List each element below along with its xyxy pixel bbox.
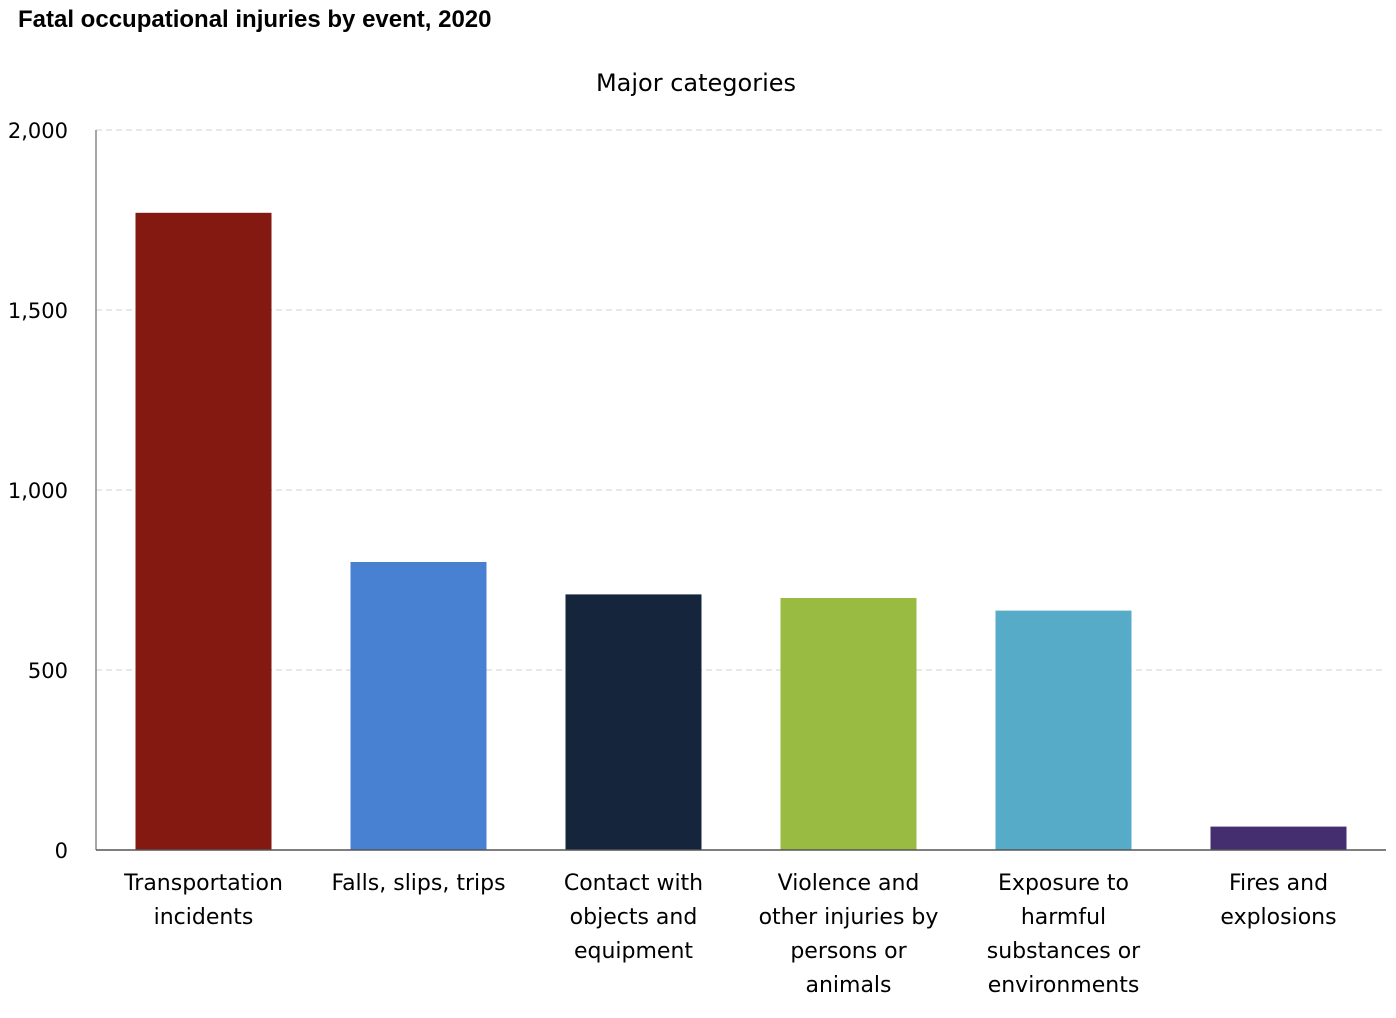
bar (565, 594, 702, 850)
x-category-label: Falls, slips, trips (331, 871, 505, 896)
x-category-label: Exposure to harmful substances or environme… (987, 871, 1141, 998)
x-axis-labels: Transportation incidents Falls, slips, tri… (123, 871, 1337, 998)
chart-subtitle: Major categories (596, 69, 796, 97)
y-tick-label: 2,000 (8, 119, 68, 143)
bar (995, 610, 1132, 850)
x-category-label: Transportation incidents (123, 871, 283, 930)
y-tick-label: 1,500 (8, 299, 68, 323)
bars (135, 212, 1347, 851)
y-tick-label: 0 (55, 839, 68, 863)
bar (1210, 826, 1347, 850)
grid-lines (96, 129, 1386, 671)
axes (95, 130, 1386, 851)
bar (350, 562, 487, 850)
y-tick-label: 1,000 (8, 479, 68, 503)
x-category-label: Fires and explosions (1220, 871, 1336, 930)
bar (780, 598, 917, 850)
y-tick-label: 500 (28, 659, 68, 683)
x-category-label: Contact with objects and equipment (564, 871, 703, 964)
page-title: Fatal occupational injuries by event, 20… (18, 6, 492, 33)
x-category-label: Violence and other injuries by persons or a… (759, 871, 939, 998)
y-axis-ticks: 0 500 1,000 1,500 2,000 (8, 119, 68, 863)
bar (135, 212, 272, 851)
